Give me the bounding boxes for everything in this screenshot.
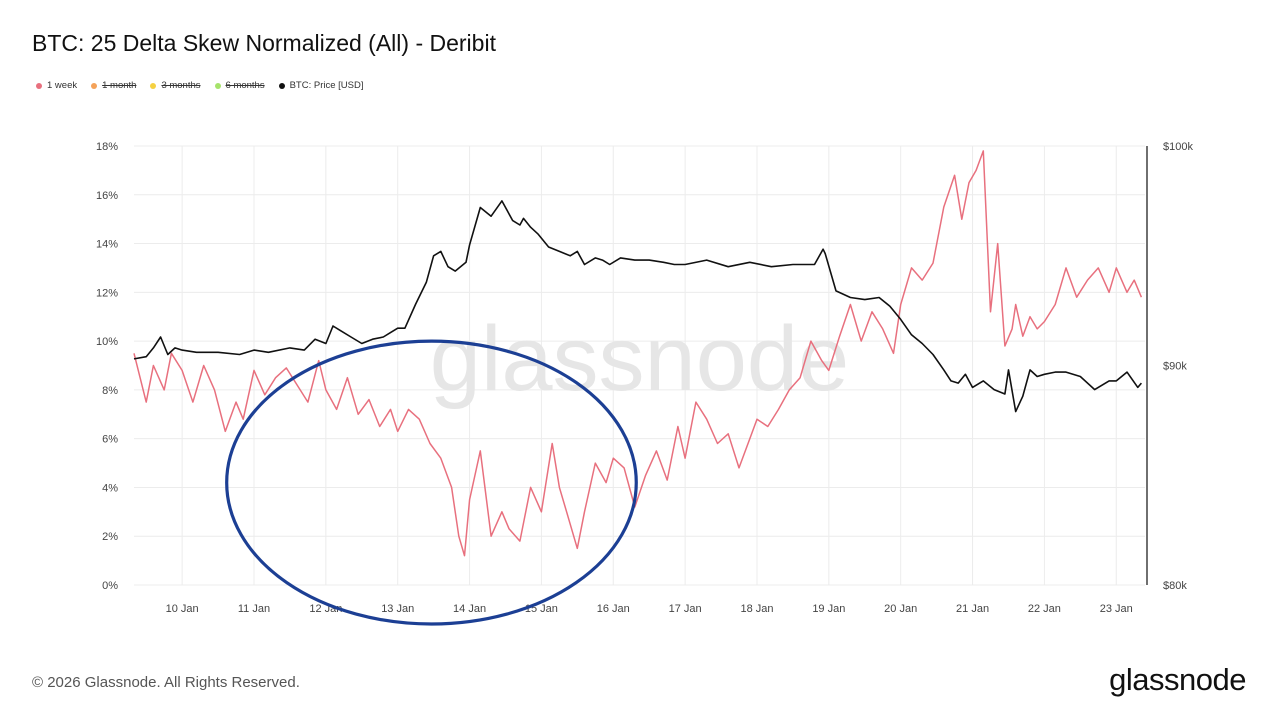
y-left-tick-label: 4% bbox=[102, 482, 118, 494]
x-tick-label: 17 Jan bbox=[669, 603, 702, 615]
x-tick-label: 15 Jan bbox=[525, 603, 558, 615]
y-left-tick-label: 14% bbox=[96, 239, 118, 251]
watermark-text: glassnode bbox=[430, 308, 849, 410]
legend-dot-1-week bbox=[36, 82, 42, 89]
legend-label-btc-price: BTC: Price [USD] bbox=[289, 80, 364, 91]
y-left-tick-label: 0% bbox=[102, 580, 118, 592]
y-left-tick-label: 6% bbox=[102, 434, 118, 446]
x-tick-label: 13 Jan bbox=[381, 603, 414, 615]
glassnode-logo: glassnode bbox=[1109, 662, 1246, 697]
legend-dot-1-month bbox=[91, 82, 98, 89]
legend-item-1-week[interactable]: 1 week bbox=[36, 80, 77, 91]
x-tick-label: 21 Jan bbox=[956, 603, 989, 615]
y-right-tick-label: $80k bbox=[1163, 580, 1187, 592]
legend-dot-3-months bbox=[150, 82, 157, 89]
x-tick-label: 14 Jan bbox=[453, 603, 486, 615]
chart-title: BTC: 25 Delta Skew Normalized (All) - De… bbox=[32, 30, 496, 56]
y-left-tick-label: 16% bbox=[96, 190, 118, 202]
x-tick-label: 22 Jan bbox=[1028, 603, 1061, 615]
x-tick-label: 11 Jan bbox=[238, 603, 270, 615]
x-tick-label: 23 Jan bbox=[1100, 603, 1133, 615]
x-tick-label: 19 Jan bbox=[812, 603, 845, 615]
y-left-tick-label: 12% bbox=[96, 287, 118, 299]
x-tick-label: 20 Jan bbox=[884, 603, 917, 615]
x-tick-label: 18 Jan bbox=[740, 603, 773, 615]
y-left-tick-label: 2% bbox=[102, 531, 118, 543]
legend-dot-btc-price bbox=[278, 82, 285, 89]
legend-label-1-month: 1 month bbox=[102, 80, 137, 91]
annotation-ellipse bbox=[225, 339, 638, 626]
y-left-tick-label: 8% bbox=[102, 385, 118, 397]
legend-item-3-months[interactable]: 3 months bbox=[150, 80, 201, 91]
y-right-tick-label: $100k bbox=[1163, 141, 1193, 153]
copyright-footer: © 2026 Glassnode. All Rights Reserved. bbox=[32, 674, 300, 691]
legend-label-1-week: 1 week bbox=[47, 80, 78, 91]
legend: 1 week 1 month 3 months 6 months BTC: Pr… bbox=[36, 80, 364, 91]
legend-item-6-months[interactable]: 6 months bbox=[214, 80, 265, 91]
y-left-tick-label: 10% bbox=[96, 336, 118, 348]
y-left-tick-label: 18% bbox=[96, 141, 118, 153]
legend-dot-6-months bbox=[214, 82, 221, 89]
series-line-1-week bbox=[133, 150, 1143, 557]
chart-plot: 0%2%4%6%8%10%12%14%16%18%10 Jan 11 Jan 12 … bbox=[96, 141, 1193, 626]
legend-label-3-months: 3 months bbox=[161, 80, 201, 91]
legend-item-btc-price[interactable]: BTC: Price [USD] bbox=[278, 80, 364, 91]
x-tick-label: 10 Jan bbox=[166, 603, 199, 615]
series-line-btc-price bbox=[133, 200, 1143, 413]
legend-label-6-months: 6 months bbox=[225, 80, 265, 91]
x-tick-label: 16 Jan bbox=[597, 603, 630, 615]
y-right-tick-label: $90k bbox=[1163, 361, 1187, 373]
legend-item-1-month[interactable]: 1 month bbox=[91, 80, 136, 91]
